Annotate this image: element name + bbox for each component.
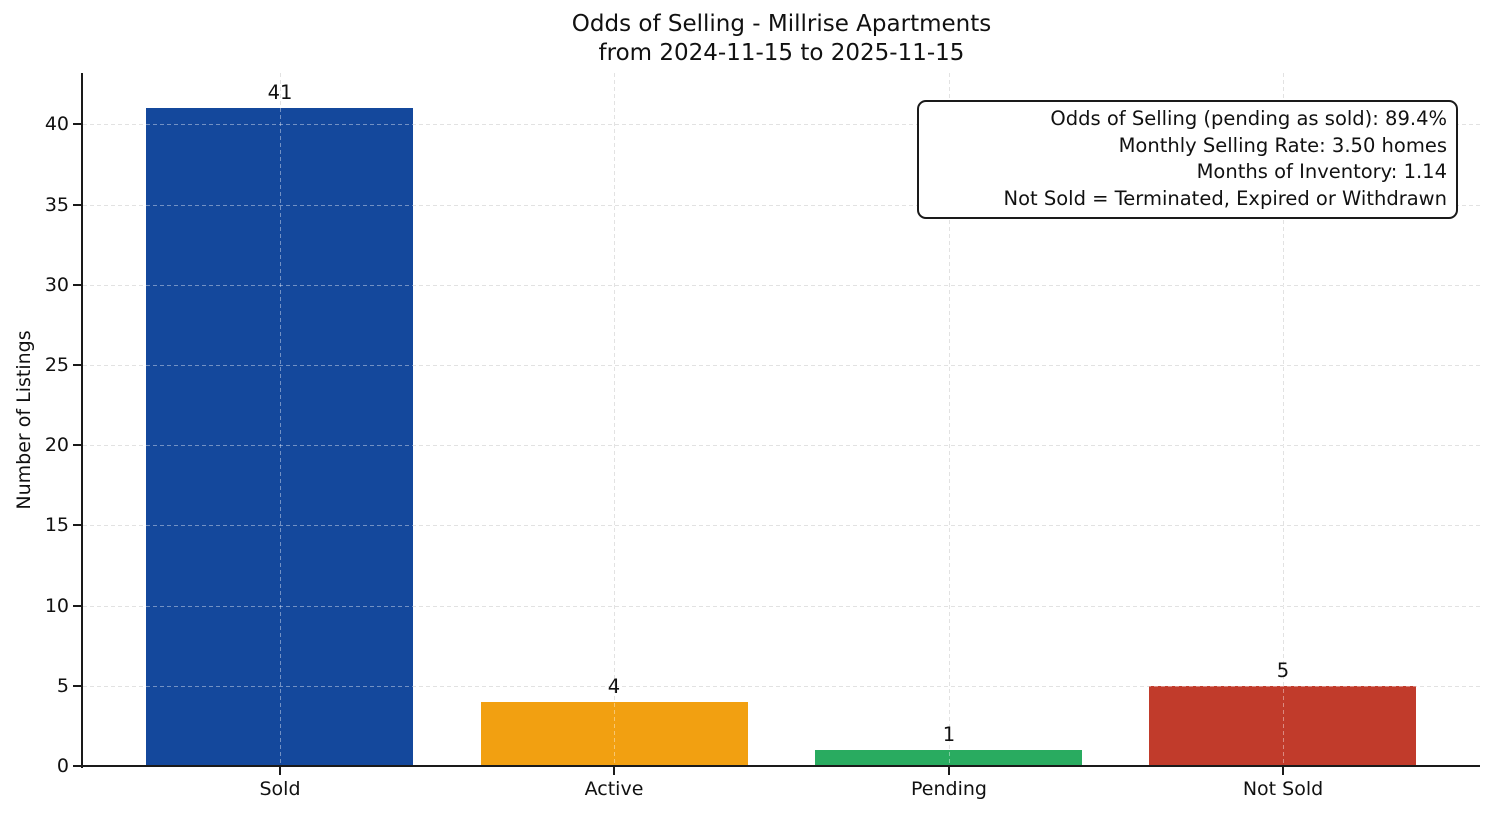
x-tick-label-not-sold: Not Sold [1242,778,1324,800]
y-tick-label-0: 0 [56,755,69,777]
bar-sold [146,108,413,766]
stats-annotation-box: Odds of Selling (pending as sold): 89.4%… [917,100,1458,219]
x-tick-label-pending: Pending [911,778,987,800]
chart-title-line2: from 2024-11-15 to 2025-11-15 [598,40,965,66]
x-tick-not-sold [1282,767,1284,775]
x-tick-label-active: Active [584,778,644,800]
y-tick-35 [73,204,81,206]
y-tick-15 [73,524,81,526]
y-tick-label-10: 10 [44,595,69,617]
y-tick-label-5: 5 [56,675,69,697]
y-tick-label-40: 40 [44,113,69,135]
y-tick-label-35: 35 [44,194,69,216]
bar-pending [815,750,1082,766]
y-tick-label-30: 30 [44,274,69,296]
bar-value-active: 4 [607,675,621,698]
x-tick-pending [948,767,950,775]
y-tick-25 [73,364,81,366]
y-tick-label-15: 15 [44,514,69,536]
y-tick-40 [73,123,81,125]
x-tick-active [613,767,615,775]
annotation-months-of-inventory: Months of Inventory: 1.14 [1196,160,1447,183]
x-tick-sold [279,767,281,775]
bar-value-sold: 41 [267,81,293,104]
y-tick-label-20: 20 [44,434,69,456]
x-axis-spine [81,765,1480,767]
x-tick-label-sold: Sold [259,778,301,800]
v-gridline-active [614,73,615,766]
v-gridline-active [614,73,615,766]
y-axis-spine [81,73,83,768]
annotation-not-sold-definition: Not Sold = Terminated, Expired or Withdr… [1003,186,1447,210]
y-tick-0 [73,765,81,767]
bar-value-pending: 1 [942,723,956,746]
bar-value-not-sold: 5 [1276,659,1290,682]
y-tick-5 [73,685,81,687]
y-tick-label-25: 25 [44,354,69,376]
y-tick-30 [73,284,81,286]
annotation-odds-of-selling: Odds of Selling (pending as sold): 89.4% [1050,107,1447,130]
bar-not-sold [1149,686,1416,766]
y-tick-10 [73,605,81,607]
annotation-monthly-selling-rate: Monthly Selling Rate: 3.50 homes [1118,133,1447,157]
chart-title: Odds of Selling - Millrise Apartments fr… [83,10,1480,68]
chart-title-line1: Odds of Selling - Millrise Apartments [571,11,992,37]
bar-active [481,702,748,766]
y-tick-20 [73,444,81,446]
